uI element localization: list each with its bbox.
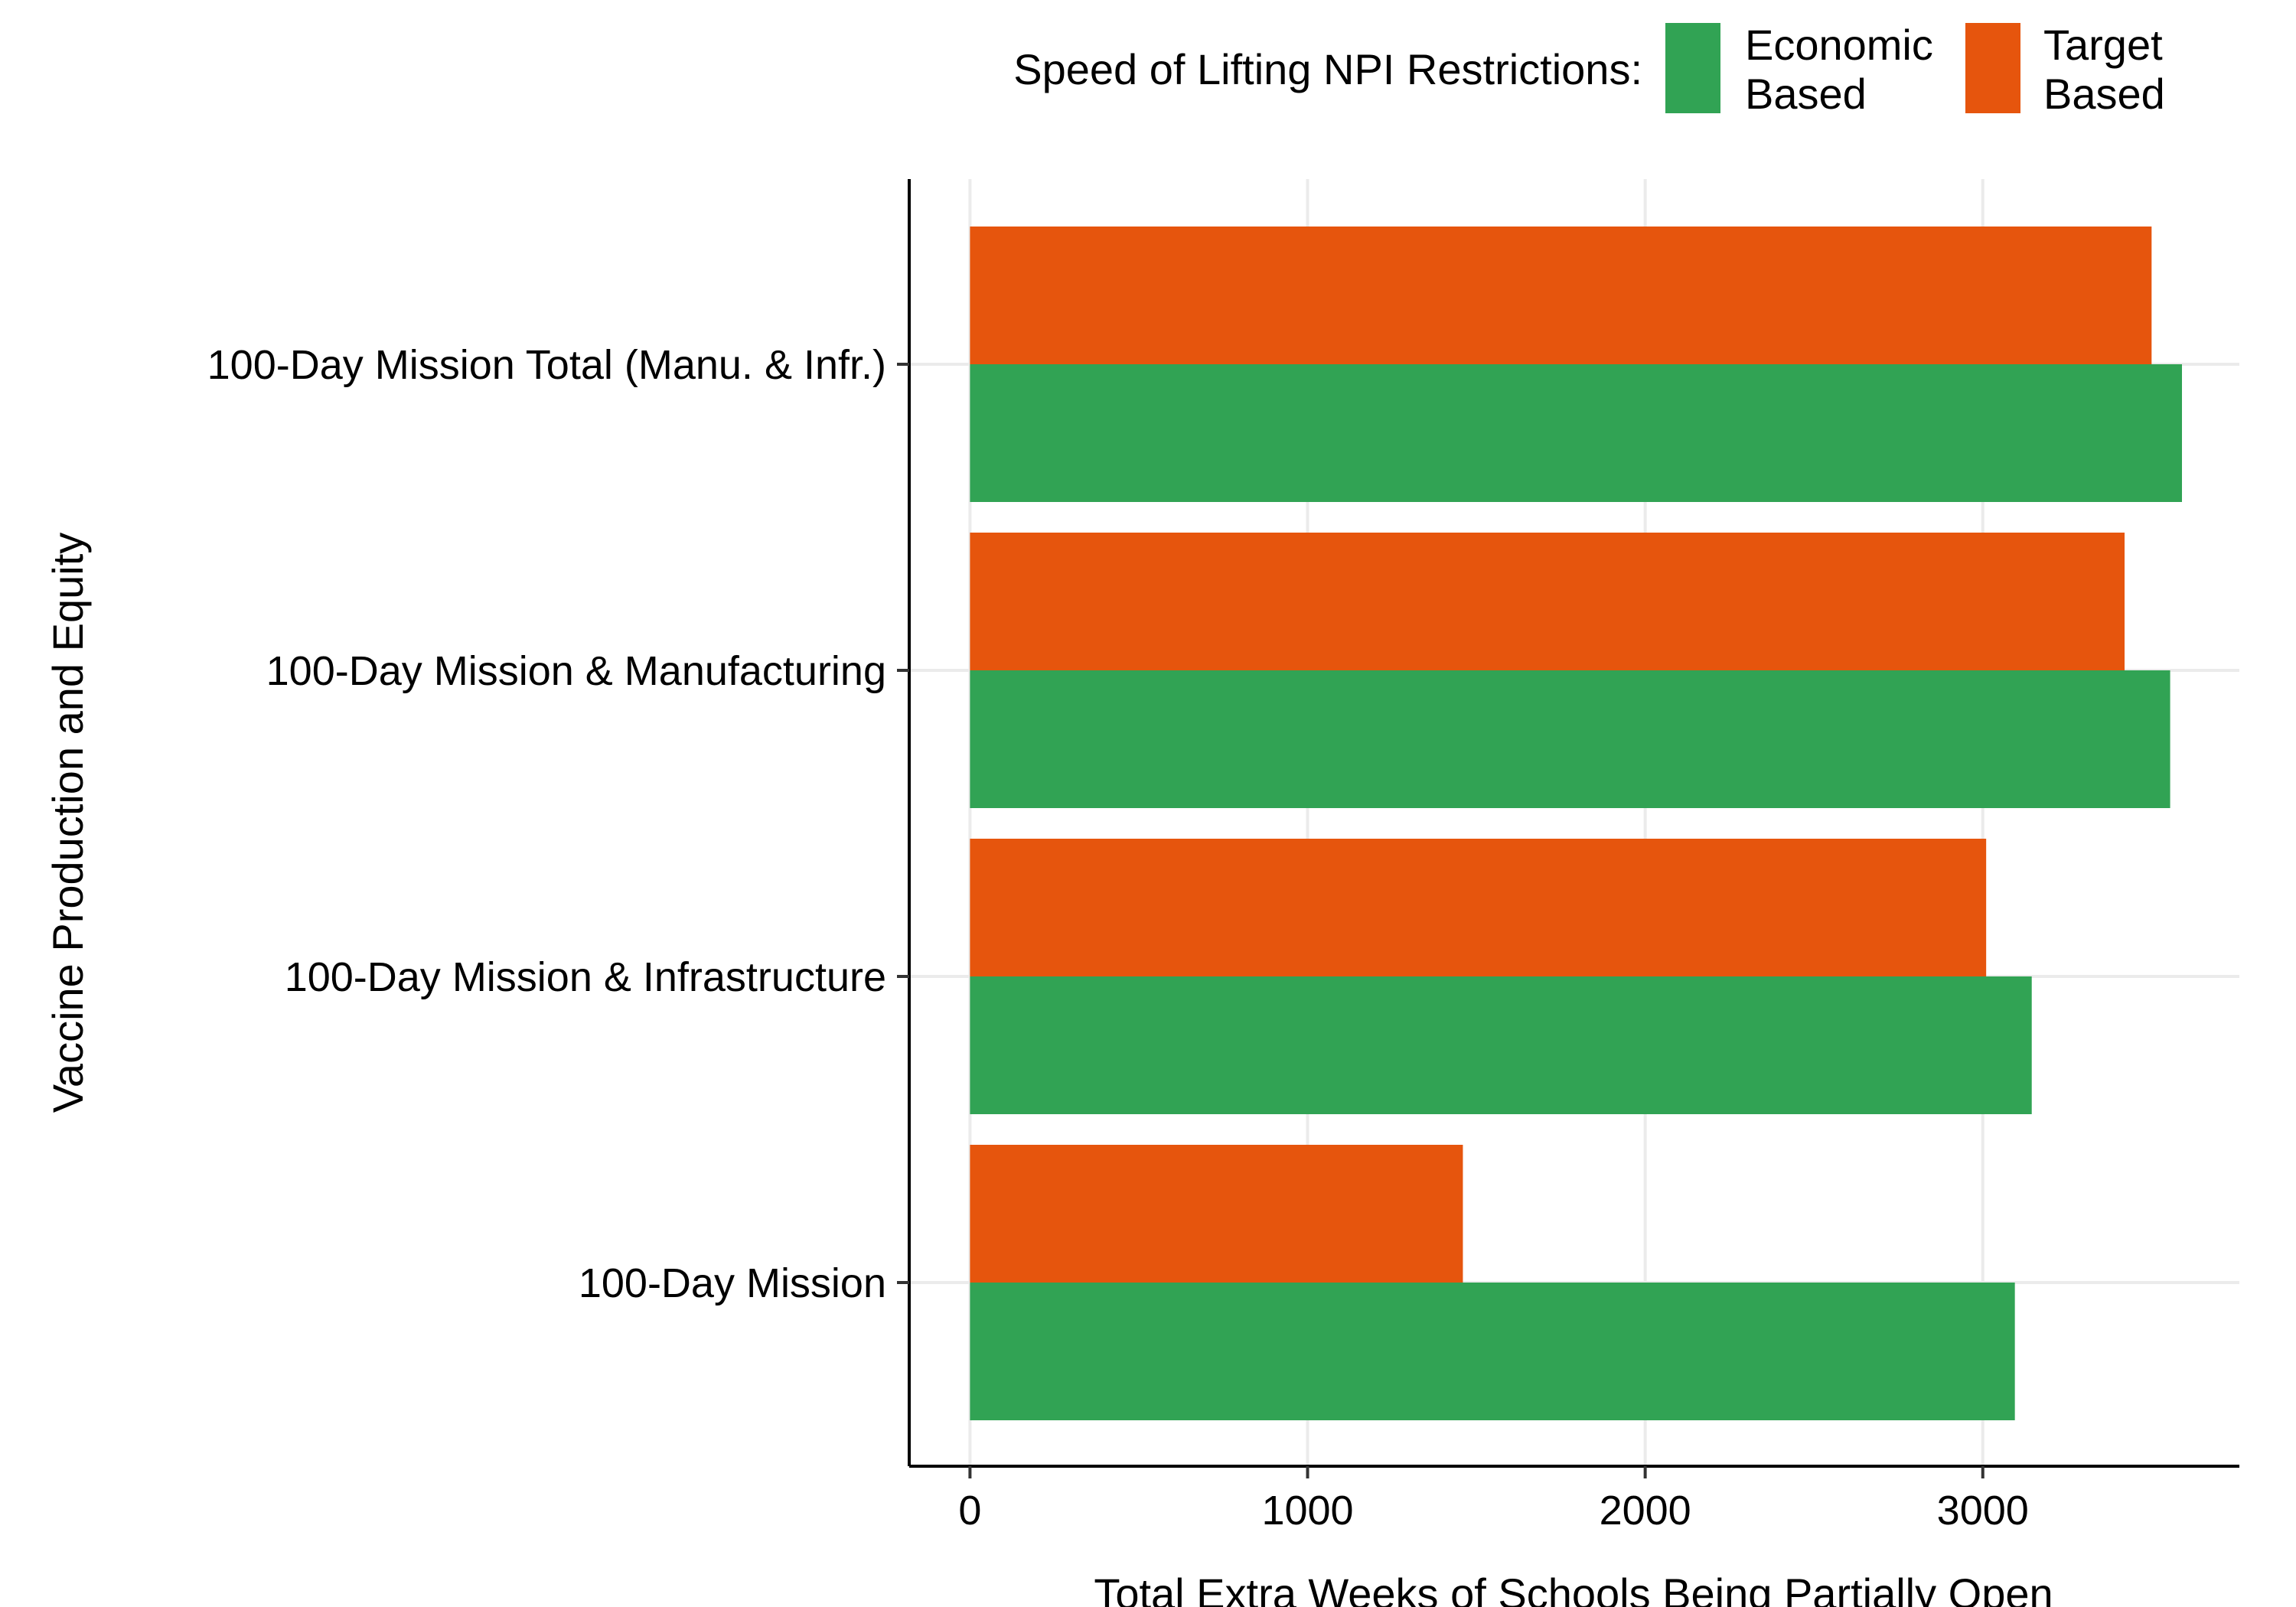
bar-target-based-100-day-mission <box>970 1145 1463 1283</box>
x-tick-label-2000: 2000 <box>1600 1488 1691 1534</box>
y-axis-title: Vaccine Production and Equity <box>44 533 92 1113</box>
legend-key-target-based <box>1965 23 2020 113</box>
y-tick-label-100-day-mission-manufacturing: 100-Day Mission & Manufacturing <box>266 648 886 694</box>
legend: Speed of Lifting NPI Restrictions: Econom… <box>1013 21 2165 118</box>
x-axis-title: Total Extra Weeks of Schools Being Parti… <box>1094 1570 2053 1607</box>
legend-label-economic-based-line-1: Economic <box>1745 21 1933 69</box>
x-tick-label-3000: 3000 <box>1937 1488 2029 1534</box>
bar-economic-based-100-day-mission <box>970 1283 2015 1420</box>
bar-economic-based-100-day-mission-manufacturing <box>970 670 2170 808</box>
legend-title: Speed of Lifting NPI Restrictions: <box>1013 45 1642 93</box>
y-tick-label-100-day-mission-infrastructure: 100-Day Mission & Infrastructure <box>285 954 886 1000</box>
x-tick-label-1000: 1000 <box>1261 1488 1353 1534</box>
y-tick-label-100-day-mission: 100-Day Mission <box>579 1260 886 1306</box>
y-tick-label-100-day-mission-total-manu-infr: 100-Day Mission Total (Manu. & Infr.) <box>207 342 886 388</box>
bar-economic-based-100-day-mission-total-manu-infr <box>970 364 2183 502</box>
bar-target-based-100-day-mission-infrastructure <box>970 839 1987 976</box>
bar-target-based-100-day-mission-manufacturing <box>970 533 2125 670</box>
legend-label-target-based-line-1: Target <box>2043 21 2163 69</box>
axes-layer: 0 1000 2000 3000 100-Day Mission Total (Manu… <box>44 179 2239 1607</box>
bar-economic-based-100-day-mission-infrastructure <box>970 976 2032 1114</box>
bar-target-based-100-day-mission-total-manu-infr <box>970 227 2152 364</box>
legend-label-target-based-line-2: Based <box>2043 70 2165 118</box>
bars-layer <box>970 227 2183 1420</box>
legend-key-economic-based <box>1665 23 1720 113</box>
legend-label-economic-based-line-2: Based <box>1745 70 1867 118</box>
x-tick-label-0: 0 <box>958 1488 981 1534</box>
